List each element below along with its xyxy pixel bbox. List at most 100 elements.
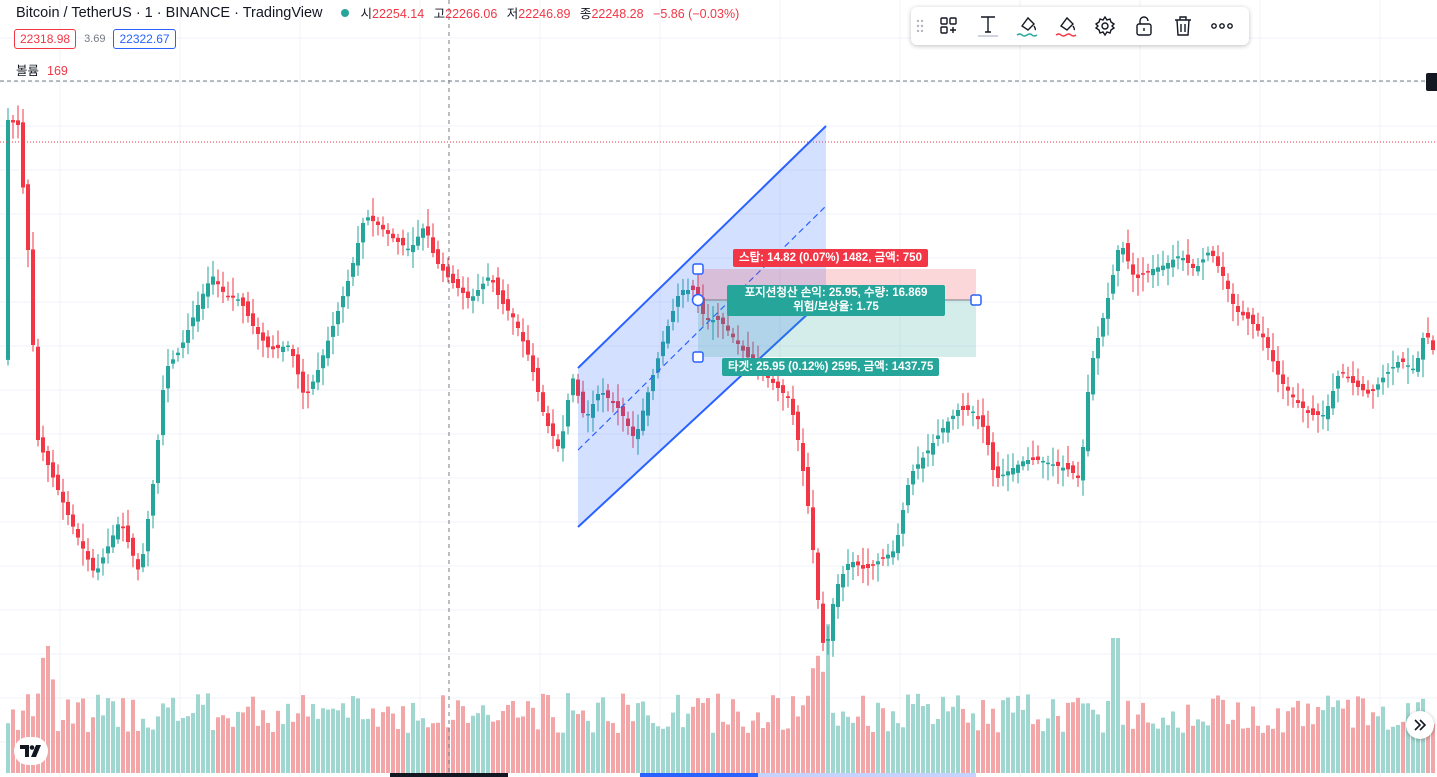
sell-price-button[interactable]: 22318.98	[14, 29, 77, 49]
volume-bar	[1056, 715, 1060, 773]
candle-body	[371, 215, 375, 222]
volume-bar	[186, 716, 190, 773]
candle-body	[501, 290, 505, 304]
buy-price-button[interactable]: 22322.67	[113, 29, 176, 49]
candle-body	[911, 471, 915, 485]
volume-bar	[976, 730, 980, 773]
volume-bar	[1281, 732, 1285, 773]
template-button[interactable]	[929, 7, 968, 45]
volume-bar	[1396, 724, 1400, 773]
volume-bar	[721, 721, 725, 773]
volume-bar	[616, 732, 620, 773]
volume-bar	[376, 726, 380, 773]
candle-body	[76, 529, 80, 538]
volume-bar	[876, 702, 880, 773]
volume-bar	[951, 706, 955, 773]
candle-body	[221, 286, 225, 292]
candle-body	[241, 297, 245, 306]
candle-body	[416, 236, 420, 246]
volume-bar	[1081, 703, 1085, 773]
candle-body	[406, 248, 410, 251]
volume-bar	[1241, 728, 1245, 773]
volume-bar	[741, 726, 745, 773]
candle-body	[36, 346, 40, 440]
candle-body	[146, 519, 150, 552]
volume-bar	[551, 717, 555, 773]
candle-body	[191, 317, 195, 327]
volume-bar	[691, 706, 695, 773]
volume-bar	[146, 727, 150, 773]
volume-bar	[971, 713, 975, 773]
volume-bar	[76, 702, 80, 773]
candle-body	[881, 557, 885, 559]
volume-bar	[26, 694, 30, 773]
volume-bar	[871, 732, 875, 773]
candle-body	[646, 392, 650, 416]
right-edge-handle[interactable]	[970, 294, 982, 306]
volume-bar	[291, 721, 295, 773]
candle-body	[321, 355, 325, 369]
volume-bar	[1131, 728, 1135, 773]
tradingview-logo[interactable]	[14, 737, 48, 765]
candle-body	[136, 559, 140, 570]
target-handle[interactable]	[692, 351, 704, 363]
volume-bar	[571, 710, 575, 773]
fill-color-button[interactable]	[1007, 7, 1046, 45]
low-key: 저	[506, 7, 519, 21]
entry-handle[interactable]	[691, 293, 705, 307]
parallel-channel-fill[interactable]	[578, 126, 826, 527]
more-button[interactable]	[1202, 7, 1241, 45]
candle-body	[561, 431, 565, 449]
stop-label: 스탑: 14.82 (0.07%) 1482, 금액: 750	[733, 249, 928, 267]
close-key: 종	[579, 7, 592, 21]
close-value: 22248.28	[591, 7, 644, 21]
candle-body	[141, 554, 145, 568]
volume-bar	[631, 721, 635, 773]
candle-body	[1366, 389, 1370, 394]
channel-upper-line[interactable]	[577, 125, 827, 369]
volume-bar	[1166, 725, 1170, 773]
volume-bar	[426, 727, 430, 773]
candle-body	[711, 320, 715, 323]
settings-button[interactable]	[1085, 7, 1124, 45]
volume-bar	[151, 729, 155, 773]
time-scale-scrollbar-dark[interactable]	[390, 773, 508, 777]
candle-body	[566, 400, 570, 427]
scroll-to-realtime-button[interactable]	[1406, 711, 1434, 739]
price-axis-settings-icon[interactable]	[1426, 73, 1437, 91]
candle-body	[441, 263, 445, 271]
volume-bar	[366, 718, 370, 773]
candle-body	[1306, 410, 1310, 413]
candle-body	[431, 237, 435, 253]
volume-bar	[411, 702, 415, 773]
text-button[interactable]	[968, 7, 1007, 45]
candle-body	[346, 281, 350, 297]
candle-body	[311, 381, 315, 389]
volume-bar	[646, 715, 650, 773]
volume-bar	[1091, 709, 1095, 773]
candle-body	[256, 326, 260, 334]
drag-handle-icon[interactable]	[911, 7, 929, 45]
symbol-title[interactable]: Bitcoin / TetherUS · 1 · BINANCE · Tradi…	[16, 4, 323, 21]
line-color-button[interactable]	[1046, 7, 1085, 45]
stop-handle[interactable]	[692, 263, 704, 275]
candle-body	[986, 425, 990, 445]
candle-body	[11, 120, 15, 123]
candle-body	[186, 330, 190, 343]
candle-body	[1141, 273, 1145, 275]
volume-bar	[801, 705, 805, 773]
lock-button[interactable]	[1124, 7, 1163, 45]
delete-button[interactable]	[1163, 7, 1202, 45]
candle-body	[1336, 376, 1340, 389]
volume-bar	[1176, 727, 1180, 773]
time-scale-scrollbar-selection[interactable]	[640, 773, 758, 777]
candle-body	[716, 315, 720, 320]
volume-bar	[391, 713, 395, 773]
candle-body	[971, 411, 975, 414]
channel-lower-line[interactable]	[577, 296, 827, 528]
volume-bar	[656, 726, 660, 773]
candle-body	[1101, 318, 1105, 337]
candle-body	[1166, 263, 1170, 269]
candle-body	[791, 398, 795, 415]
